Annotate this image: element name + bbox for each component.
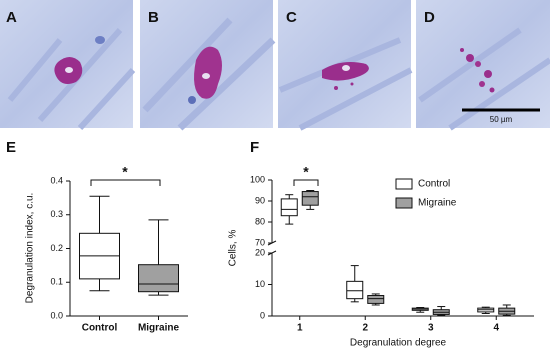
significance-bracket [90, 179, 161, 186]
y-tick-label: 20 [255, 247, 265, 257]
panel-label: E [6, 139, 16, 156]
box [346, 280, 364, 300]
x-tick-label: Migraine [138, 323, 180, 334]
y-axis-label: Cells, % [228, 230, 239, 267]
y-tick-label: 80 [255, 216, 265, 226]
mast-cell [194, 46, 222, 99]
y-tick-label: 90 [255, 195, 265, 205]
x-tick-label: 1 [297, 323, 303, 334]
scale-bar-label: 50 µm [490, 115, 513, 124]
x-tick-label: Control [82, 323, 118, 334]
y-tick-label: 0.3 [50, 209, 63, 219]
legend-label: Control [418, 179, 450, 190]
legend-swatch [395, 178, 413, 190]
panel-label: A [6, 9, 17, 26]
significance-bracket [293, 179, 319, 186]
panel-label: B [148, 9, 159, 26]
box [367, 295, 385, 304]
x-tick-label: 2 [362, 323, 368, 334]
panel-label: C [286, 9, 297, 26]
y-tick-label: 0.1 [50, 277, 63, 287]
y-tick-label: 100 [250, 174, 265, 184]
legend-label: Migraine [418, 198, 457, 209]
y-axis-label: Degranulation index, c.u. [25, 193, 36, 304]
box [301, 191, 319, 206]
x-tick-label: 3 [428, 323, 434, 334]
legend-swatch [395, 197, 413, 209]
y-tick-label: 70 [255, 237, 265, 247]
y-tick-label: 10 [255, 279, 265, 289]
x-axis-label: Degranulation degree [350, 338, 447, 349]
y-tick-label: 0.0 [50, 310, 63, 320]
micrographs: 50 µm A B C D [0, 0, 550, 131]
y-tick-label: 0.2 [50, 243, 63, 253]
annotation: * [122, 164, 128, 180]
x-tick-label: 4 [493, 323, 499, 334]
box [280, 198, 298, 217]
box [138, 264, 179, 293]
annotation: * [303, 164, 309, 180]
panel-label: D [424, 9, 435, 26]
mast-cell [322, 62, 369, 81]
y-tick-label: 0 [260, 310, 265, 320]
y-tick-label: 0.4 [50, 175, 63, 185]
panel-label: F [250, 139, 259, 156]
